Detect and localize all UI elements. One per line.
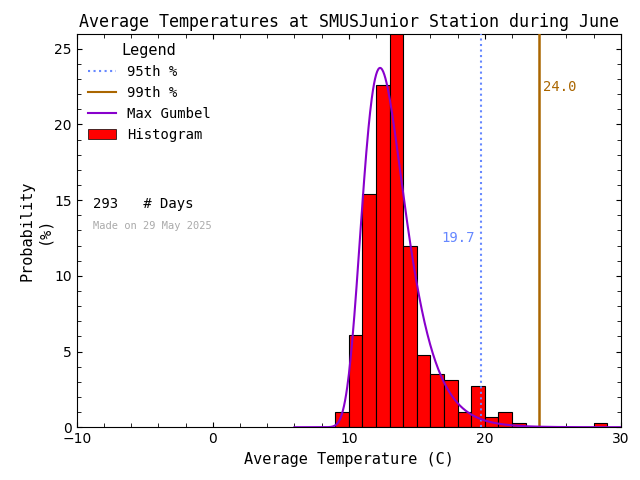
Bar — [512, 423, 525, 427]
Bar — [335, 412, 349, 427]
Text: 19.7: 19.7 — [442, 231, 476, 245]
Title: Average Temperatures at SMUSJunior Station during June: Average Temperatures at SMUSJunior Stati… — [79, 12, 619, 31]
Text: 24.0: 24.0 — [543, 80, 577, 94]
Y-axis label: Probability
(%): Probability (%) — [19, 180, 52, 281]
X-axis label: Average Temperature (C): Average Temperature (C) — [244, 452, 454, 467]
Bar — [444, 380, 458, 427]
Bar — [403, 246, 417, 427]
Legend: 95th %, 99th %, Max Gumbel, Histogram: 95th %, 99th %, Max Gumbel, Histogram — [82, 37, 216, 147]
Bar — [390, 31, 403, 427]
Text: Made on 29 May 2025: Made on 29 May 2025 — [93, 221, 212, 230]
Bar — [471, 386, 485, 427]
Bar — [594, 423, 607, 427]
Bar — [431, 374, 444, 427]
Bar — [417, 355, 431, 427]
Bar — [376, 85, 390, 427]
Text: 293   # Days: 293 # Days — [93, 197, 194, 211]
Bar — [349, 335, 362, 427]
Bar — [458, 412, 471, 427]
Bar — [362, 194, 376, 427]
Bar — [499, 412, 512, 427]
Bar — [485, 417, 499, 427]
